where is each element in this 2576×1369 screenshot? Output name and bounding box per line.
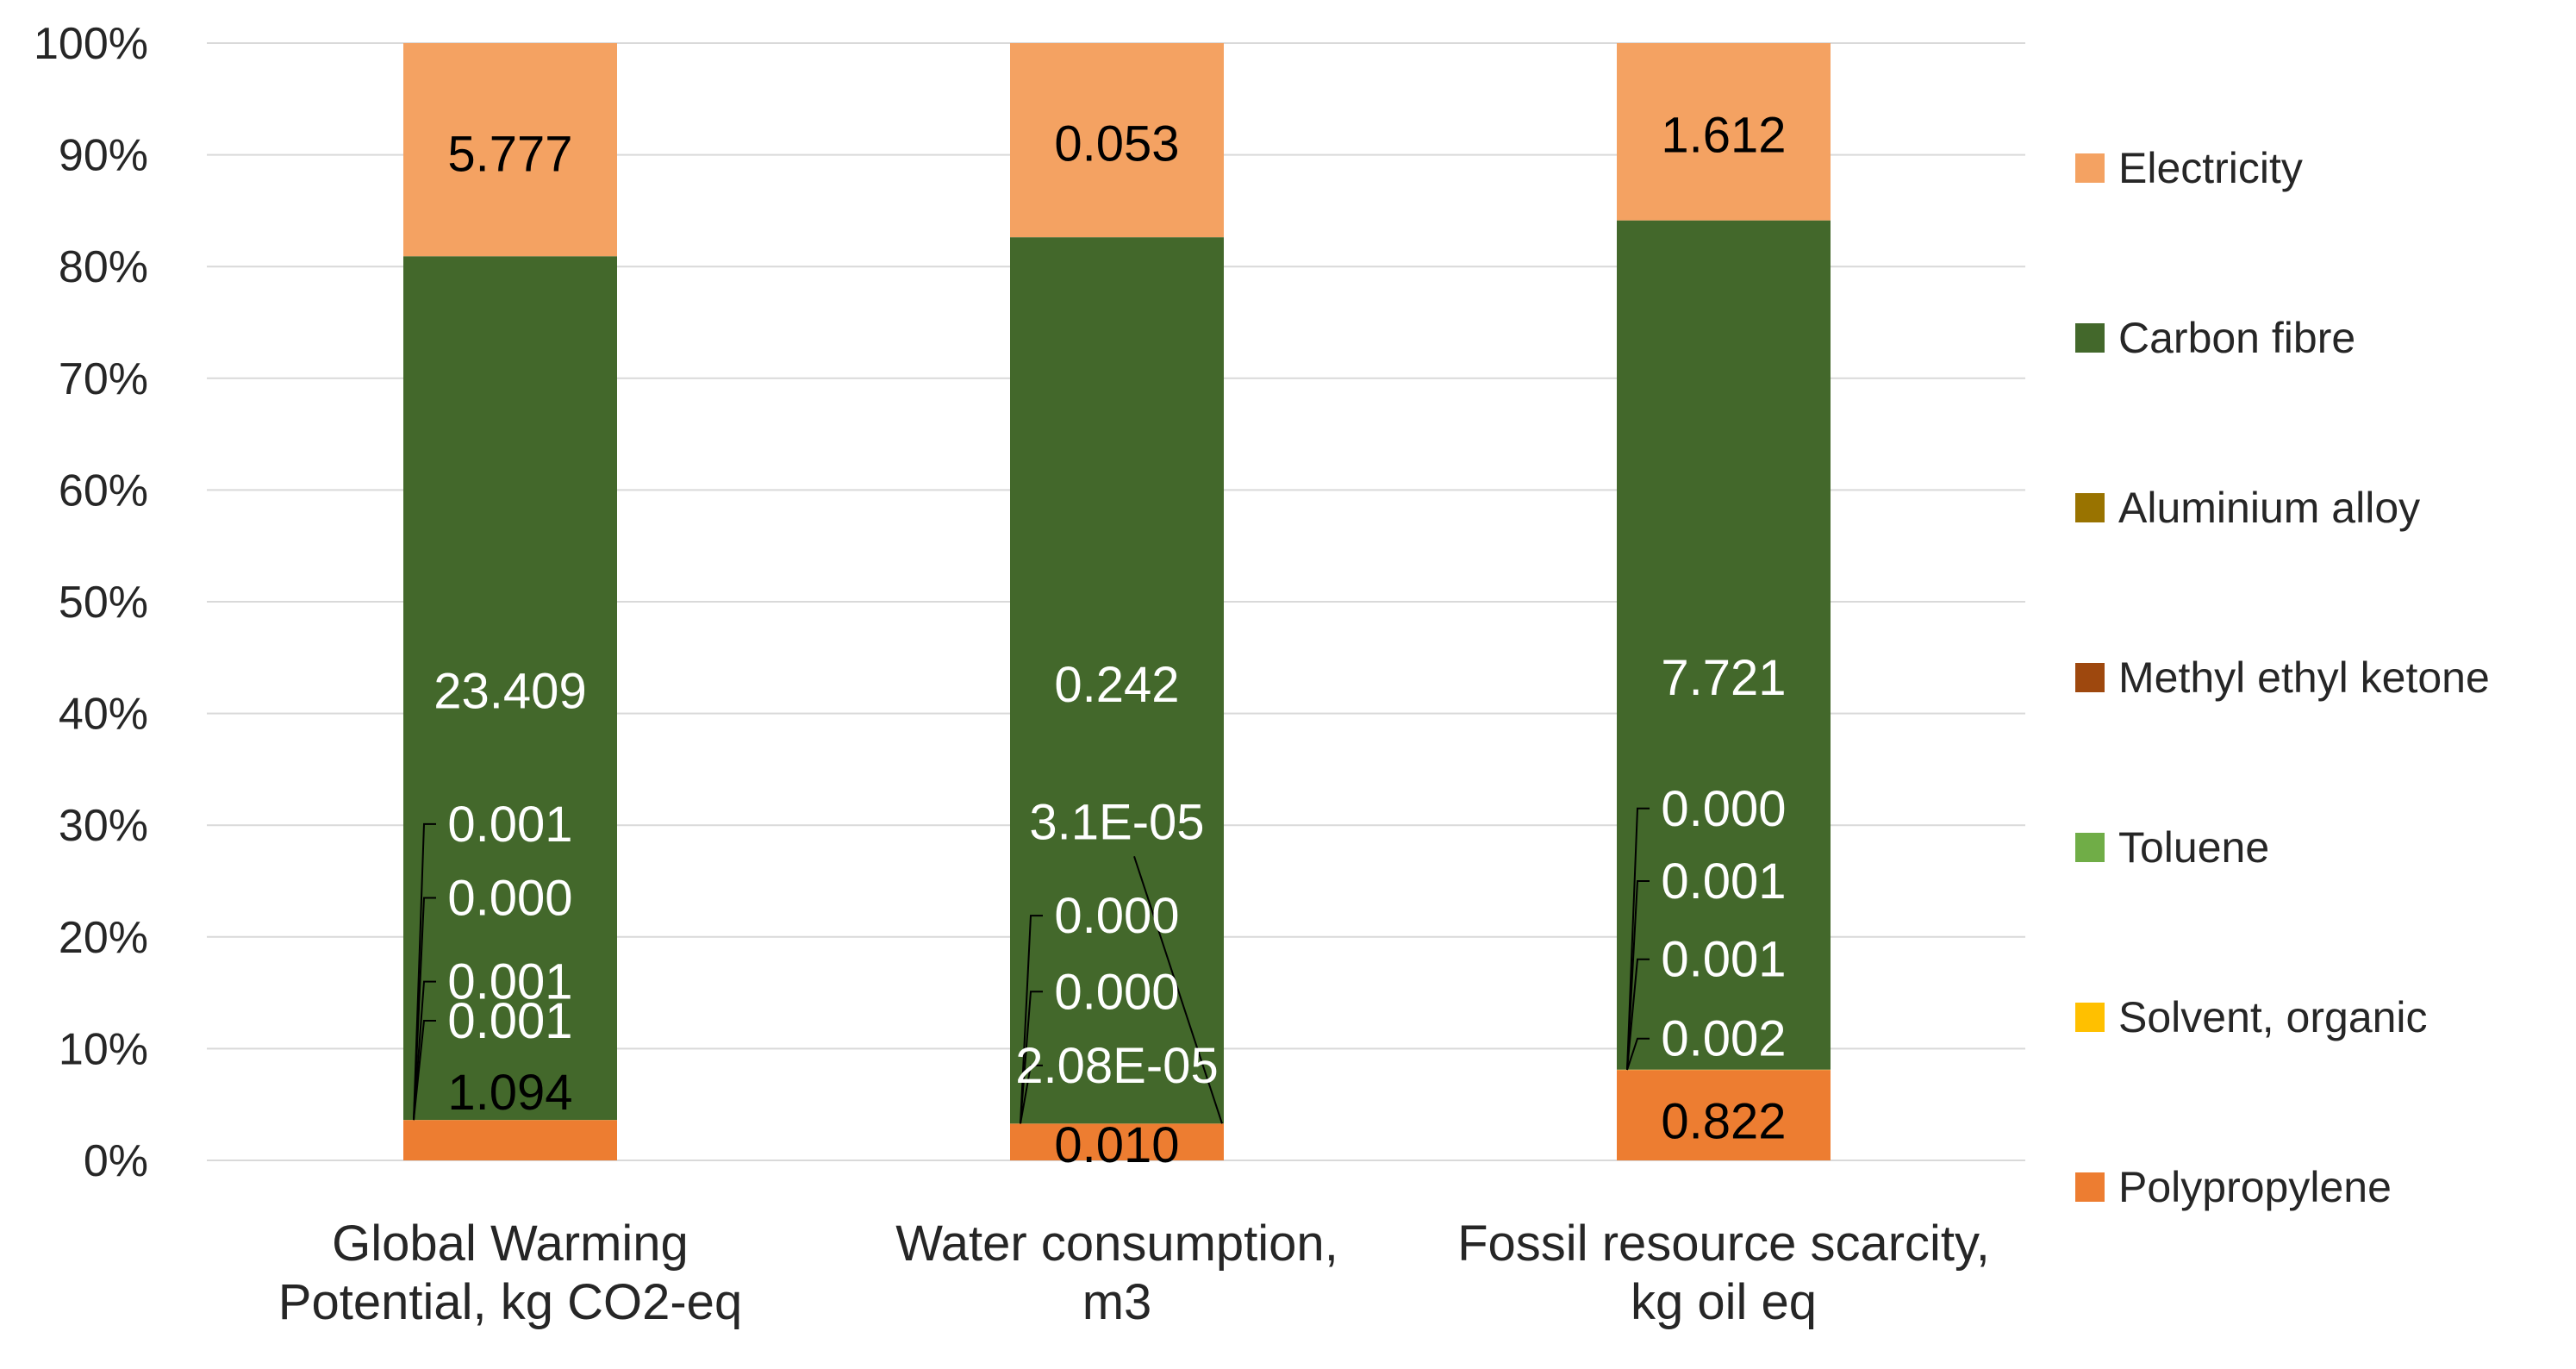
- y-tick-label: 70%: [59, 354, 148, 404]
- legend-swatch: [2075, 153, 2105, 183]
- y-tick-label: 90%: [59, 131, 148, 181]
- data-label-carbon-fibre: 23.409: [433, 664, 586, 720]
- data-label-solvent-organic: 0.002: [1661, 1011, 1786, 1067]
- data-label-toluene: 0.001: [1661, 932, 1786, 988]
- leader-line: [1020, 915, 1043, 1124]
- category-label: Potential, kg CO2-eq: [278, 1274, 742, 1330]
- legend-swatch: [2075, 1003, 2105, 1032]
- data-label-aluminium-alloy: 0.001: [447, 797, 572, 853]
- leader-line: [1133, 855, 1223, 1124]
- leader-line: [413, 822, 436, 1121]
- data-label-carbon-fibre: 7.721: [1661, 650, 1786, 706]
- legend-label: Toluene: [2118, 823, 2269, 872]
- bar-segment-polypropylene: [1010, 1123, 1224, 1160]
- legend-label: Electricity: [2118, 144, 2303, 192]
- data-label-polypropylene: 1.094: [447, 1065, 572, 1121]
- y-tick-label: 10%: [59, 1024, 148, 1074]
- leader-line: [413, 1020, 436, 1121]
- bar-segment-electricity: [1010, 43, 1224, 238]
- bar-segment-carbon-fibre: [1010, 237, 1224, 1124]
- y-tick-label: 50%: [59, 578, 148, 628]
- y-tick-label: 0%: [84, 1136, 148, 1186]
- legend: Electricity Carbon fibre Aluminium alloy Me…: [2075, 144, 2490, 1211]
- category-label: Water consumption,: [895, 1216, 1338, 1272]
- leader-line: [1626, 880, 1650, 1070]
- data-label-solvent-organic: 0.001: [447, 993, 572, 1049]
- bar-segment-carbon-fibre: [403, 256, 617, 1121]
- data-label-methyl-ethyl-ketone: 0.001: [1661, 853, 1786, 910]
- data-label-electricity: 0.053: [1054, 116, 1179, 172]
- y-tick-label: 40%: [59, 690, 148, 740]
- bar-segment-polypropylene: [1617, 1070, 1831, 1160]
- data-label-aluminium-alloy: 3.1E-05: [1029, 794, 1204, 850]
- bar-segment-polypropylene: [403, 1120, 617, 1160]
- legend-swatch: [2075, 663, 2105, 692]
- legend-swatch: [2075, 833, 2105, 862]
- data-label-toluene: 0.000: [1054, 964, 1179, 1020]
- legend-label: Aluminium alloy: [2118, 484, 2420, 532]
- data-labels: 1.0940.0010.0010.0000.00123.4095.7770.01…: [433, 107, 1786, 1173]
- leader-line: [1020, 991, 1043, 1124]
- leader-lines: [413, 807, 1650, 1124]
- leader-line: [413, 980, 436, 1121]
- leader-line: [1626, 807, 1650, 1070]
- y-tick-label: 20%: [59, 913, 148, 963]
- bars: [403, 43, 1831, 1160]
- category-label: kg oil eq: [1631, 1274, 1817, 1330]
- legend-label: Polypropylene: [2118, 1163, 2392, 1211]
- bar-segment-electricity: [1617, 43, 1831, 221]
- data-label-polypropylene: 0.822: [1661, 1094, 1786, 1150]
- category-label: Fossil resource scarcity,: [1457, 1216, 1990, 1272]
- data-label-methyl-ethyl-ketone: 0.000: [1054, 888, 1179, 944]
- legend-label: Carbon fibre: [2118, 314, 2355, 362]
- data-label-polypropylene: 0.010: [1054, 1117, 1179, 1173]
- y-axis-tick-labels: 0% 10% 20% 30% 40% 50% 60% 70% 80% 90% 100%: [34, 19, 148, 1186]
- data-label-toluene: 0.001: [447, 954, 572, 1010]
- y-tick-label: 60%: [59, 466, 148, 516]
- data-label-electricity: 1.612: [1661, 107, 1786, 163]
- leader-line: [1020, 1064, 1043, 1124]
- leader-line: [1626, 1037, 1650, 1071]
- legend-label: Solvent, organic: [2118, 993, 2428, 1041]
- data-label-electricity: 5.777: [447, 126, 572, 182]
- legend-swatch: [2075, 1172, 2105, 1202]
- data-label-carbon-fibre: 0.242: [1054, 657, 1179, 713]
- data-label-methyl-ethyl-ketone: 0.000: [447, 870, 572, 926]
- y-tick-label: 100%: [34, 19, 148, 69]
- y-tick-label: 80%: [59, 242, 148, 292]
- y-tick-label: 30%: [59, 801, 148, 851]
- category-label: Global Warming: [332, 1216, 689, 1272]
- bar-segment-carbon-fibre: [1617, 220, 1831, 1070]
- bar-segment-electricity: [403, 43, 617, 257]
- data-label-aluminium-alloy: 0.000: [1661, 781, 1786, 837]
- leader-line: [1626, 958, 1650, 1070]
- legend-label: Methyl ethyl ketone: [2118, 653, 2490, 702]
- data-label-solvent-organic: 2.08E-05: [1015, 1038, 1218, 1094]
- legend-swatch: [2075, 323, 2105, 353]
- category-label: m3: [1082, 1274, 1152, 1330]
- legend-swatch: [2075, 493, 2105, 522]
